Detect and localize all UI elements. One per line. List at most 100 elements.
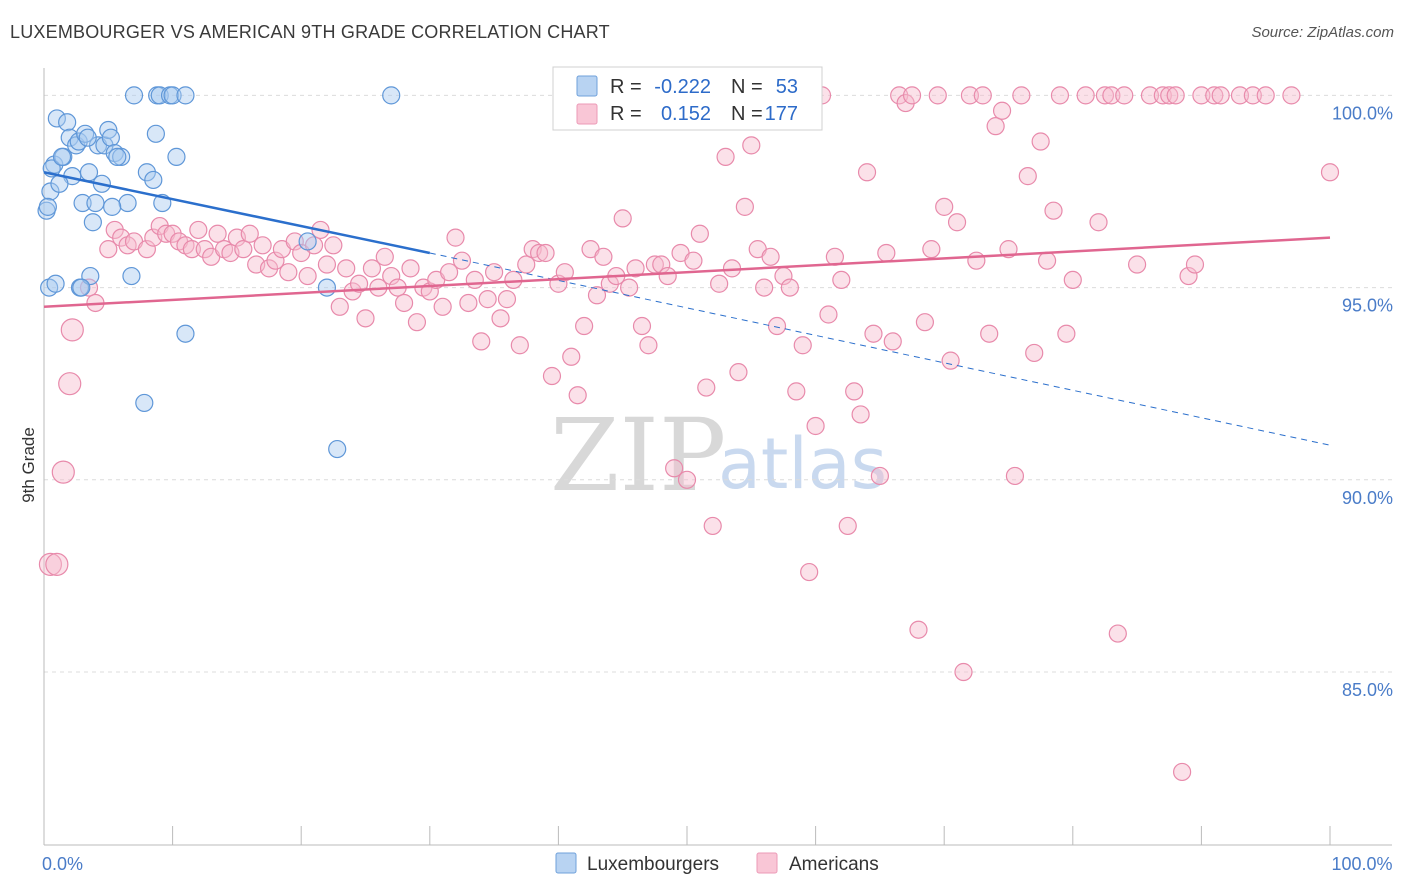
american-point xyxy=(1108,624,1127,643)
x-tick-labels: 0.0% 100.0% xyxy=(42,854,1393,874)
american-point xyxy=(1044,201,1063,220)
american-point xyxy=(677,470,697,489)
american-point xyxy=(613,209,632,228)
american-point xyxy=(967,251,986,270)
american-point xyxy=(51,460,75,484)
american-point xyxy=(189,220,208,240)
y-axis-title: 9th Grade xyxy=(19,427,38,503)
luxembourger-point xyxy=(176,324,195,343)
luxembourger-point xyxy=(108,147,127,166)
y-tick-label: 95.0% xyxy=(1342,296,1393,316)
american-point xyxy=(1005,466,1025,486)
american-point xyxy=(665,459,684,478)
american-point xyxy=(690,224,709,243)
american-point xyxy=(60,318,84,342)
luxembourger-point xyxy=(163,86,182,105)
american-point xyxy=(439,263,459,282)
american-point xyxy=(1076,86,1095,105)
american-point xyxy=(954,662,973,682)
luxembourgers-trend-line xyxy=(43,171,431,255)
luxembourger-point xyxy=(52,147,72,166)
american-point xyxy=(594,247,613,266)
american-point xyxy=(317,255,337,274)
american-point xyxy=(1192,86,1211,105)
american-point xyxy=(562,347,581,366)
american-point xyxy=(973,86,992,105)
american-point xyxy=(902,86,922,105)
american-point xyxy=(1140,86,1160,105)
american-point xyxy=(819,305,838,324)
american-point xyxy=(208,224,227,243)
american-point xyxy=(45,552,69,576)
legend-n-value-luxembourgers: 53 xyxy=(776,76,798,98)
american-point xyxy=(1102,86,1121,105)
american-point xyxy=(922,240,941,259)
american-point xyxy=(497,290,517,309)
bottom-legend-swatch-luxembourgers xyxy=(555,852,577,874)
american-point xyxy=(864,324,883,343)
american-point xyxy=(832,270,851,289)
american-point xyxy=(845,382,864,401)
american-point xyxy=(626,259,645,278)
american-point xyxy=(382,266,401,286)
legend-r-label-luxembourgers: R = xyxy=(610,76,642,98)
american-point xyxy=(337,259,356,278)
american-point xyxy=(1211,86,1230,105)
trend-lines xyxy=(43,171,1331,446)
american-point xyxy=(266,251,285,270)
american-point xyxy=(1185,255,1205,274)
american-point xyxy=(1230,86,1250,105)
american-point xyxy=(639,336,658,355)
american-point xyxy=(761,247,780,266)
american-point xyxy=(1063,270,1082,289)
american-point xyxy=(767,316,787,336)
american-point xyxy=(684,251,703,270)
american-point xyxy=(394,293,414,313)
american-point xyxy=(536,243,555,263)
americans-points xyxy=(38,86,1340,782)
american-point xyxy=(800,562,819,582)
luxembourger-point xyxy=(382,86,401,105)
american-point xyxy=(960,86,980,105)
luxembourger-point xyxy=(103,197,122,216)
american-point xyxy=(530,243,549,263)
american-point xyxy=(703,516,722,536)
american-point xyxy=(915,313,935,332)
american-point xyxy=(407,313,427,332)
luxembourger-point xyxy=(73,193,92,213)
x-tick-label: 100.0% xyxy=(1331,854,1392,874)
american-point xyxy=(870,466,890,486)
american-point xyxy=(137,240,156,259)
bottom-legend-label-luxembourgers: Luxembourgers xyxy=(587,854,719,875)
series-legend: Luxembourgers Americans xyxy=(555,852,879,875)
american-point xyxy=(452,251,472,270)
luxembourger-point xyxy=(176,86,195,105)
american-point xyxy=(401,259,420,278)
american-point xyxy=(793,336,812,355)
legend-swatch-americans xyxy=(576,103,598,125)
american-point xyxy=(877,243,896,263)
legend-r-value-americans: 0.152 xyxy=(661,103,711,125)
y-tick-label: 85.0% xyxy=(1342,680,1393,700)
american-point xyxy=(947,213,967,232)
y-tick-label: 100.0% xyxy=(1332,103,1393,123)
american-point xyxy=(620,278,639,297)
american-point xyxy=(285,232,304,251)
luxembourger-point xyxy=(86,193,105,213)
american-point xyxy=(1037,251,1057,270)
american-point xyxy=(1057,324,1076,343)
american-point xyxy=(459,293,478,313)
american-point xyxy=(941,351,960,370)
american-point xyxy=(980,324,999,343)
american-point xyxy=(851,405,870,424)
american-point xyxy=(182,240,201,259)
y-tick-label: 90.0% xyxy=(1342,488,1393,508)
american-point xyxy=(909,620,928,639)
source-credit: Source: ZipAtlas.com xyxy=(1251,24,1394,41)
american-point xyxy=(735,197,754,216)
american-point xyxy=(298,266,317,286)
luxembourger-point xyxy=(46,274,65,293)
luxembourger-point xyxy=(72,278,91,297)
american-point xyxy=(928,86,947,105)
american-point xyxy=(780,278,799,297)
